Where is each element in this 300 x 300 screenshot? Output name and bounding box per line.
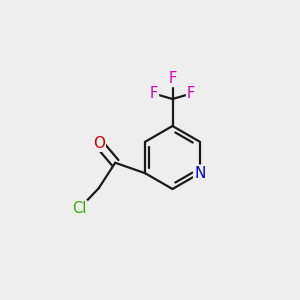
Text: O: O (93, 136, 105, 151)
Text: F: F (187, 86, 195, 101)
Text: N: N (194, 166, 206, 181)
Text: F: F (150, 86, 158, 101)
Text: Cl: Cl (72, 201, 86, 216)
Text: F: F (168, 71, 177, 86)
